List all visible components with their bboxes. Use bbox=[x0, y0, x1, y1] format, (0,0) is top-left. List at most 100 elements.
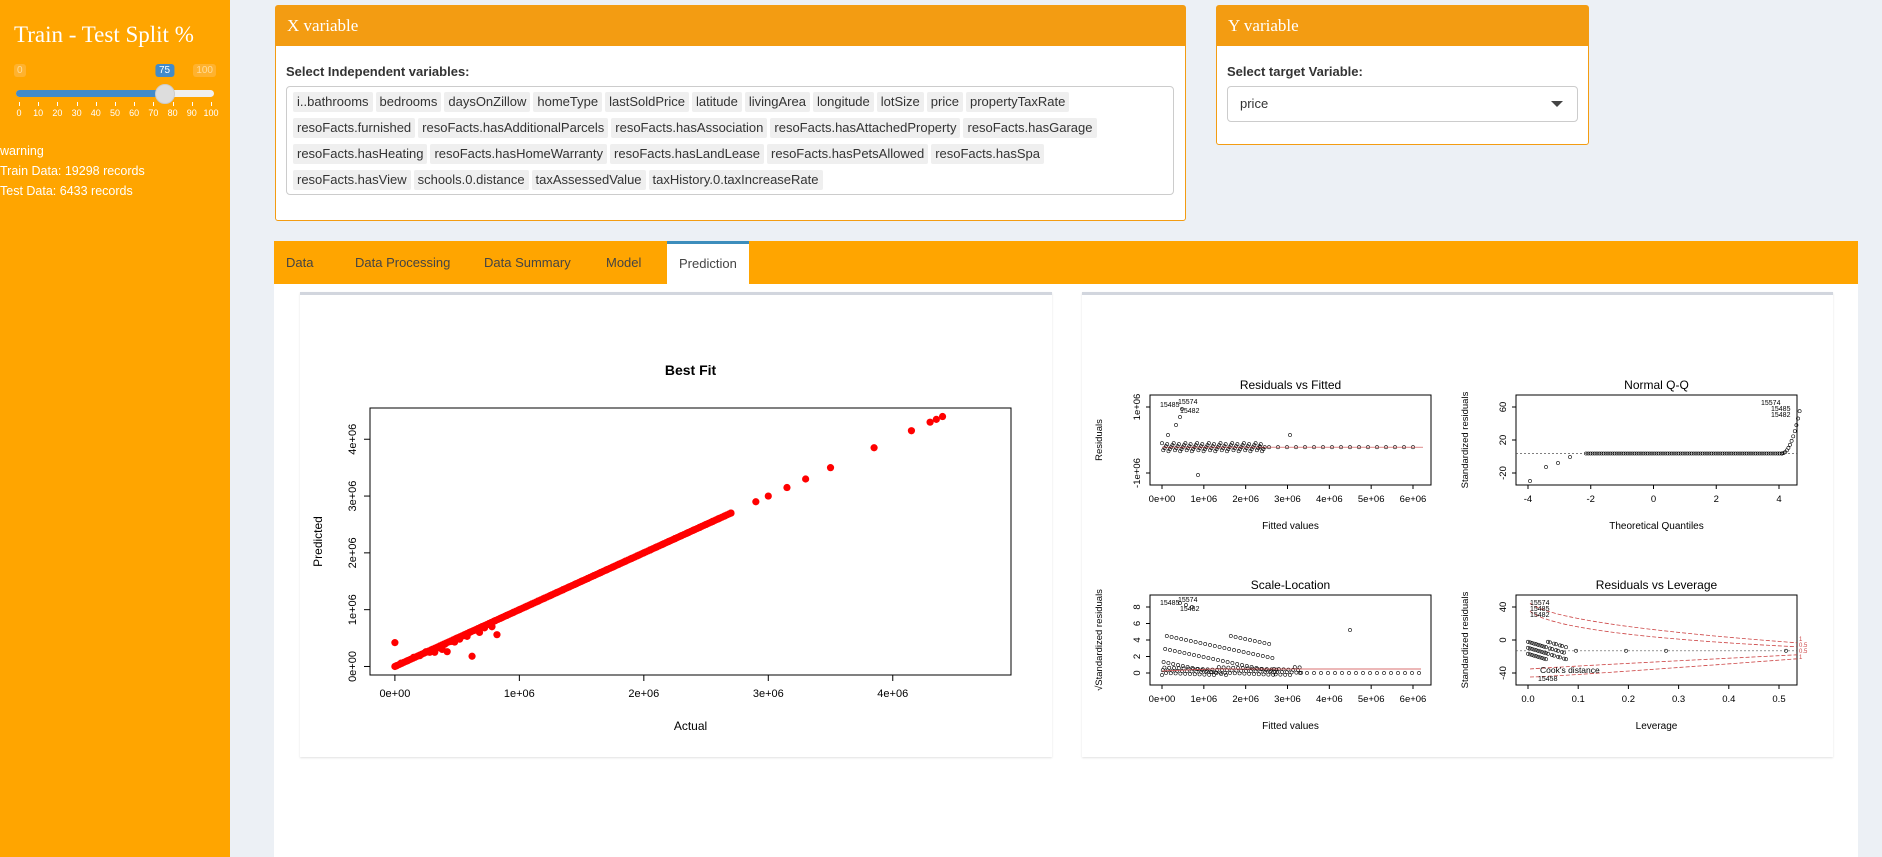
point-annotation: 15485 bbox=[1160, 600, 1180, 607]
panel-title: Scale-Location bbox=[1251, 578, 1330, 592]
selected-variable-chip[interactable]: resoFacts.hasLandLease bbox=[610, 144, 765, 164]
tab-data[interactable]: Data bbox=[286, 255, 314, 270]
slider-tick-label: 80 bbox=[167, 108, 178, 118]
data-point bbox=[584, 574, 592, 583]
selected-variable-chip[interactable]: resoFacts.hasAttachedProperty bbox=[770, 118, 961, 138]
qq-point bbox=[1544, 465, 1548, 469]
tab-data-summary[interactable]: Data Summary bbox=[484, 255, 571, 270]
selected-variable-chip[interactable]: daysOnZillow bbox=[444, 92, 531, 112]
scale-point bbox=[1267, 642, 1272, 646]
x-tick-label: 5e+06 bbox=[1358, 494, 1385, 505]
scale-point bbox=[1246, 651, 1251, 655]
selected-variable-chip[interactable]: price bbox=[926, 92, 963, 112]
selected-variable-chip[interactable]: longitude bbox=[812, 92, 874, 112]
scale-point bbox=[1251, 652, 1256, 656]
residual-point bbox=[1230, 441, 1235, 446]
selected-variable-chip[interactable]: i..bathrooms bbox=[293, 92, 373, 112]
tab-data-processing[interactable]: Data Processing bbox=[355, 255, 451, 270]
selected-variable-chip[interactable]: schools.0.distance bbox=[413, 170, 529, 190]
residual-point bbox=[1183, 441, 1188, 446]
x-tick-label: 4e+06 bbox=[877, 688, 908, 700]
leverage-point bbox=[1530, 647, 1534, 651]
independent-variables-select[interactable]: i..bathrooms bedrooms daysOnZillow homeType… bbox=[286, 86, 1174, 195]
selected-variable-chip[interactable]: resoFacts.hasHeating bbox=[293, 144, 428, 164]
tab-model[interactable]: Model bbox=[606, 255, 642, 270]
scale-point bbox=[1410, 671, 1414, 675]
slider-track[interactable] bbox=[16, 84, 214, 104]
leverage-point bbox=[1554, 648, 1558, 653]
tab-prediction[interactable]: Prediction bbox=[667, 241, 749, 284]
scale-point bbox=[1232, 648, 1236, 652]
residual-point bbox=[1241, 441, 1246, 446]
scale-point bbox=[1312, 671, 1316, 675]
selected-variable-chip[interactable]: homeType bbox=[533, 92, 603, 112]
residual-point bbox=[1174, 423, 1178, 427]
y-axis-label: Predicted bbox=[311, 516, 325, 567]
selected-variable-chip[interactable]: lastSoldPrice bbox=[605, 92, 689, 112]
selected-variable-chip[interactable]: propertyTaxRate bbox=[965, 92, 1070, 112]
selected-variable-chip[interactable]: resoFacts.hasHomeWarranty bbox=[430, 144, 608, 164]
x-tick-label: 3e+06 bbox=[1274, 694, 1301, 705]
x-tick-label: 5e+06 bbox=[1358, 694, 1385, 705]
x-tick-label: 0.5 bbox=[1772, 694, 1785, 705]
plot-frame bbox=[369, 407, 1012, 676]
selected-variable-chip[interactable]: bedrooms bbox=[375, 92, 442, 112]
y-axis-label: Residuals bbox=[1094, 419, 1105, 461]
train-info: Train Data: 19298 records bbox=[0, 164, 145, 178]
scale-point bbox=[1224, 673, 1228, 677]
scale-point bbox=[1270, 656, 1275, 660]
leverage-point bbox=[1538, 643, 1542, 648]
selected-variable-chip[interactable]: resoFacts.hasGarage bbox=[963, 118, 1097, 138]
qq-point bbox=[1797, 409, 1802, 414]
slider-tick-label: 10 bbox=[33, 108, 44, 118]
residual-point bbox=[1177, 442, 1181, 447]
scale-point bbox=[1184, 603, 1188, 607]
qq-point bbox=[1610, 451, 1615, 456]
residual-point bbox=[1200, 442, 1205, 447]
selected-variable-chip[interactable]: resoFacts.furnished bbox=[293, 118, 416, 138]
selected-variable-chip[interactable]: latitude bbox=[691, 92, 742, 112]
scale-point bbox=[1375, 671, 1379, 675]
selected-variable-chip[interactable]: taxAssessedValue bbox=[531, 170, 646, 190]
qq-point bbox=[1702, 451, 1707, 456]
leverage-point bbox=[1562, 656, 1566, 661]
scale-point bbox=[1361, 671, 1365, 675]
selected-variable-chip[interactable]: livingArea bbox=[744, 92, 810, 112]
selected-variable-chip[interactable]: resoFacts.hasAssociation bbox=[611, 118, 768, 138]
leverage-point bbox=[1542, 650, 1546, 655]
data-point bbox=[702, 520, 710, 529]
leverage-point bbox=[1552, 641, 1556, 646]
scale-point bbox=[1169, 635, 1174, 639]
selected-variable-chip[interactable]: lotSize bbox=[876, 92, 924, 112]
point-annotation: 15574 bbox=[1761, 400, 1781, 407]
scale-point bbox=[1243, 637, 1248, 641]
selected-variable-chip[interactable]: resoFacts.hasView bbox=[293, 170, 411, 190]
point-annotation: 15482 bbox=[1530, 612, 1550, 619]
split-slider[interactable]: 0 100 75 0 10 20 30 40 50 60 70 80 90 100 bbox=[14, 62, 219, 122]
scale-point bbox=[1196, 654, 1201, 658]
selected-variable-chip[interactable]: resoFacts.hasSpa bbox=[931, 144, 1044, 164]
y-tick-label: -20 bbox=[1498, 466, 1509, 480]
selected-variable-chip[interactable]: resoFacts.hasAdditionalParcels bbox=[418, 118, 609, 138]
point-annotation: 15485 bbox=[1771, 406, 1791, 413]
qq-point bbox=[1678, 451, 1683, 456]
point-annotation: 15574 bbox=[1178, 399, 1198, 406]
scale-point bbox=[1162, 665, 1167, 670]
leverage-point bbox=[1528, 646, 1532, 651]
data-point bbox=[475, 628, 484, 636]
slider-tick-label: 60 bbox=[129, 108, 140, 118]
residual-point bbox=[1235, 442, 1240, 447]
slider-handle[interactable] bbox=[154, 84, 175, 104]
x-variable-label: Select Independent variables: bbox=[286, 64, 470, 79]
residual-point bbox=[1288, 433, 1292, 437]
slider-tick bbox=[19, 102, 20, 106]
qq-point bbox=[1614, 451, 1619, 456]
scale-point bbox=[1231, 665, 1236, 670]
scale-point bbox=[1190, 666, 1195, 670]
target-variable-select[interactable]: price bbox=[1227, 86, 1578, 122]
residual-point bbox=[1195, 441, 1200, 446]
selected-variable-chip[interactable]: taxHistory.0.taxIncreaseRate bbox=[648, 170, 823, 190]
selected-variable-chip[interactable]: resoFacts.hasPetsAllowed bbox=[767, 144, 929, 164]
scale-point bbox=[1248, 638, 1252, 642]
qq-point bbox=[1786, 445, 1791, 450]
